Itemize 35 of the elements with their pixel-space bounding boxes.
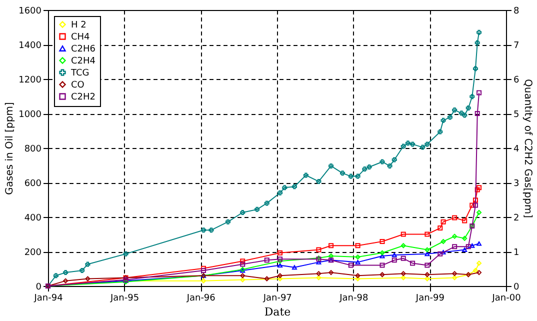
y2-tick-label: 1 (514, 248, 520, 258)
y2-tick-label: 8 (514, 6, 520, 16)
y2-tick-label: 2 (514, 214, 520, 224)
legend-label: C2H4 (71, 56, 96, 66)
legend-label: TCG (70, 68, 90, 78)
x-tick-label: Jan-99 (414, 294, 445, 304)
y-tick-label: 1600 (18, 6, 42, 16)
x-tick-label: Jan-97 (262, 294, 292, 304)
x-tick-label: Jan-94 (33, 294, 64, 304)
y2-tick-label: 3 (514, 179, 520, 189)
y-tick-label: 200 (24, 248, 42, 258)
legend-label: C2H2 (71, 92, 96, 102)
x-tick-label: Jan-00 (491, 294, 522, 304)
y-tick-label: 1200 (18, 76, 42, 86)
y-tick-label: 800 (24, 144, 42, 154)
y-tick-label: 400 (24, 214, 42, 224)
legend-label: CO (71, 80, 84, 90)
legend-label: CH4 (71, 32, 90, 42)
x-tick-label: Jan-98 (338, 294, 368, 304)
y2-tick-label: 5 (514, 110, 520, 120)
y-tick-label: 1400 (18, 41, 42, 51)
x-tick-label: Jan-96 (186, 294, 216, 304)
y2-axis-title: Quantity of C2H2 Gas[ppm] (522, 79, 534, 218)
y2-tick-label: 0 (514, 282, 520, 292)
y-tick-label: 600 (24, 179, 42, 189)
legend-label: C2H6 (71, 44, 96, 54)
legend-label: H 2 (71, 20, 86, 30)
y-axis-title: Gases in Oil [ppm] (4, 102, 16, 195)
y2-tick-label: 6 (514, 76, 520, 86)
y-tick-label: 0 (36, 282, 42, 292)
x-tick-label: Jan-95 (110, 294, 140, 304)
y2-tick-label: 7 (514, 41, 520, 51)
x-axis-title: Date (264, 306, 291, 318)
y-tick-label: 1000 (18, 110, 42, 120)
y2-tick-label: 4 (514, 144, 520, 154)
